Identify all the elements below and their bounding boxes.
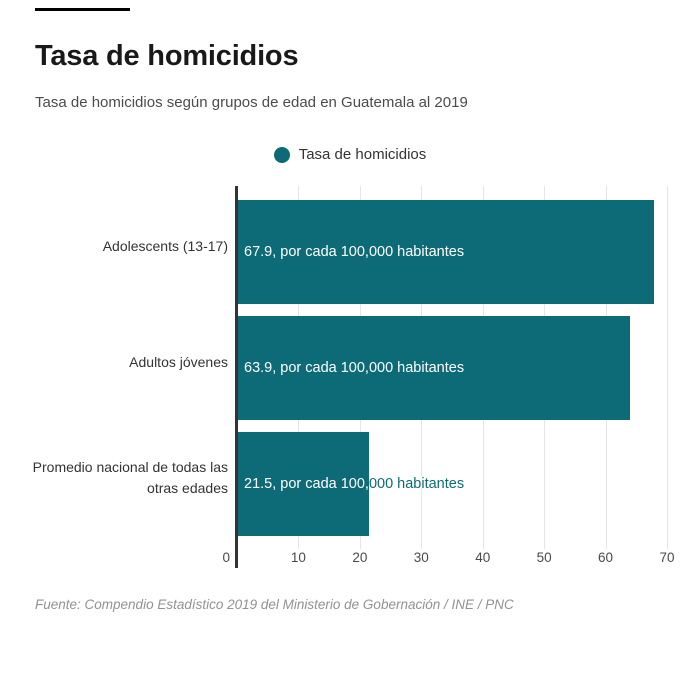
bar-0[interactable]: 67.9, por cada 100,000 habitantes67.9, p… [237,200,655,304]
legend: Tasa de homicidios [0,146,700,163]
chart-title: Tasa de homicidios [35,40,299,72]
x-tick-label: 40 [472,549,494,567]
bar-value-label: 67.9, por cada 100,000 habitantes67.9, p… [244,244,465,260]
x-axis-ticks: 0 10 20 30 40 50 60 70 [219,549,678,567]
legend-label: Tasa de homicidios [298,146,427,163]
x-tick-label: 50 [533,549,555,567]
legend-swatch-icon [273,146,290,163]
source-note: Fuente: Compendio Estadístico 2019 del M… [35,597,514,612]
category-labels: Adolescents (13-17) Adultos jóvenes Promed… [0,188,228,536]
zero-axis-line [235,186,238,568]
x-tick-label: 70 [656,549,678,567]
category-label: Adolescents (13-17) [102,237,228,254]
x-tick-label: 20 [349,549,371,567]
header-rule [35,8,130,11]
category-label: Promedio nacional de todas las otras eda… [32,459,228,496]
bar-value-label: 21.5, por cada 100,000 habitantes 21.5, p… [244,476,465,492]
chart-subtitle: Tasa de homicidios según grupos de edad … [35,94,468,111]
plot-area: 67.9, por cada 100,000 habitantes67.9, p… [219,186,678,568]
grid-line [667,186,668,566]
category-label: Adultos jóvenes [129,353,228,370]
bar-2[interactable]: 21.5, por cada 100,000 habitantes 21.5, p… [237,432,464,536]
x-tick-label: 10 [287,549,309,567]
bar-rows: 67.9, por cada 100,000 habitantes67.9, p… [237,188,667,536]
x-tick-label: 0 [219,549,233,567]
x-tick-label: 60 [595,549,617,567]
x-tick-label: 30 [410,549,432,567]
bar-row: 67.9, por cada 100,000 habitantes67.9, p… [237,188,667,304]
bar-row: 21.5, por cada 100,000 habitantes 21.5, p… [237,420,667,536]
